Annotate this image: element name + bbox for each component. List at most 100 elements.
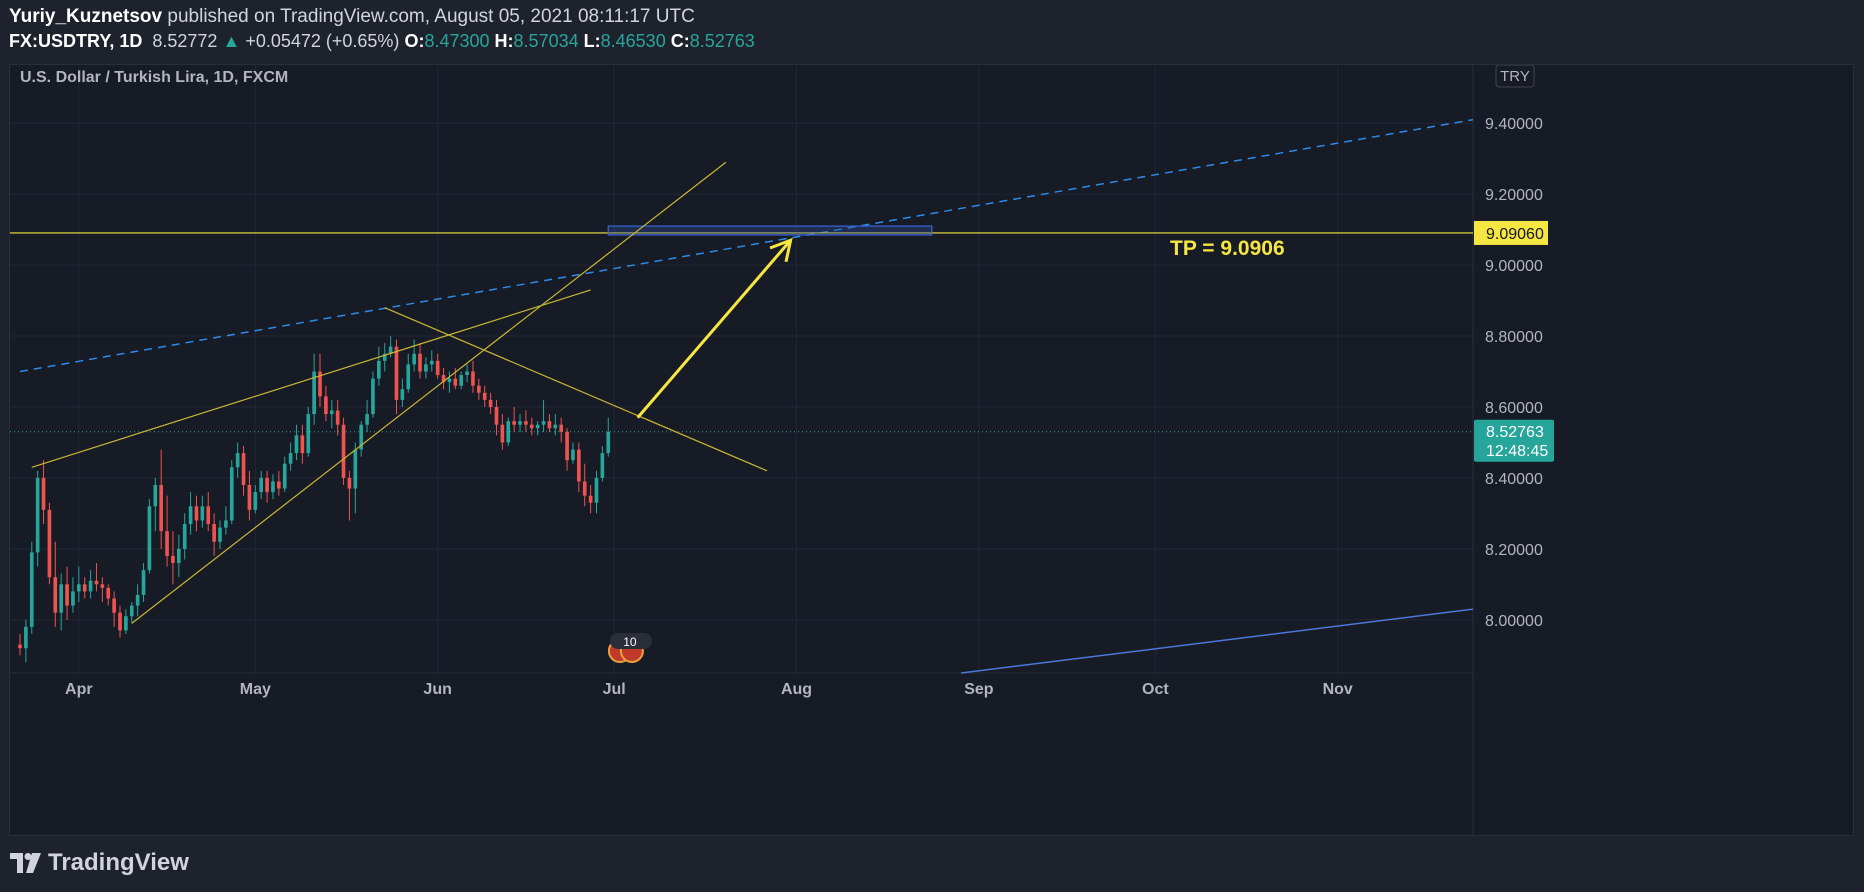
close-value: 8.52763 bbox=[689, 31, 755, 51]
events-count-bg bbox=[609, 633, 652, 649]
x-tick-label: Jun bbox=[423, 681, 451, 698]
candle-body bbox=[282, 463, 287, 489]
candle-body bbox=[577, 449, 581, 482]
high-value: 8.57034 bbox=[513, 31, 579, 51]
x-tick-label: Apr bbox=[65, 681, 93, 698]
candle-body bbox=[94, 580, 99, 585]
candle-body bbox=[606, 431, 611, 454]
y-tick-label: 9.00000 bbox=[1485, 258, 1543, 275]
trendline bbox=[31, 289, 591, 468]
x-tick-label: May bbox=[240, 681, 271, 698]
candle-body bbox=[171, 555, 175, 564]
blue-trendline bbox=[961, 608, 1474, 674]
candle-body bbox=[459, 375, 464, 386]
y-tick-label: 8.00000 bbox=[1485, 613, 1543, 630]
candle-body bbox=[165, 531, 169, 556]
candle-body bbox=[506, 421, 511, 443]
candle-body bbox=[224, 520, 228, 528]
candle-body bbox=[512, 421, 516, 425]
candle-body bbox=[212, 524, 216, 542]
candle-body bbox=[441, 375, 446, 383]
candle-body bbox=[182, 524, 187, 549]
candle-body bbox=[600, 453, 605, 478]
candle-body bbox=[377, 360, 381, 379]
y-tick-label: 8.40000 bbox=[1485, 471, 1543, 488]
candle-body bbox=[412, 353, 416, 365]
labels: TP = 9.0906 U.S. Dollar / Turkish Lira, 1… bbox=[20, 65, 1554, 663]
candle-body bbox=[394, 346, 399, 400]
symbol: FX:USDTRY, 1D bbox=[9, 31, 143, 51]
x-tick-label: Sep bbox=[964, 681, 994, 698]
price-tag-bg bbox=[1474, 419, 1554, 462]
candle-body bbox=[477, 385, 481, 393]
candle-body bbox=[594, 477, 599, 503]
drawings bbox=[10, 161, 1473, 624]
candle-body bbox=[259, 477, 264, 493]
author-name[interactable]: Yuriy_Kuznetsov bbox=[9, 6, 163, 27]
candle-body bbox=[547, 421, 552, 429]
candle-body bbox=[553, 424, 558, 429]
candle-body bbox=[277, 481, 281, 489]
grid-lines bbox=[10, 65, 1473, 673]
y-tick-label: 8.60000 bbox=[1485, 400, 1543, 417]
candle-body bbox=[500, 424, 505, 443]
candle-body bbox=[153, 485, 158, 507]
candle-body bbox=[429, 360, 434, 365]
candle-body bbox=[218, 527, 222, 542]
candle-body bbox=[47, 509, 52, 578]
candle-body bbox=[71, 591, 75, 606]
x-tick-label: Aug bbox=[781, 681, 812, 698]
brand-text: TradingView bbox=[48, 849, 189, 876]
candle-body bbox=[418, 353, 422, 372]
countdown: 12:48:45 bbox=[1486, 443, 1548, 460]
candle-body bbox=[341, 424, 346, 478]
candle-body bbox=[318, 371, 322, 397]
candle-body bbox=[482, 392, 487, 400]
candle-body bbox=[288, 453, 293, 464]
publish-info: Yuriy_Kuznetsov published on TradingView… bbox=[9, 6, 695, 28]
chart-title: U.S. Dollar / Turkish Lira, 1D, FXCM bbox=[20, 69, 288, 86]
publish-text: published on TradingView.com, August 05,… bbox=[167, 6, 695, 27]
candle-body bbox=[159, 485, 164, 532]
change-arrow-icon: ▲ bbox=[222, 31, 241, 51]
candle-body bbox=[112, 598, 116, 613]
candle-body bbox=[488, 399, 493, 407]
candle-body bbox=[388, 346, 393, 354]
candle-body bbox=[294, 435, 299, 454]
candle-body bbox=[453, 378, 458, 386]
candle-body bbox=[59, 584, 64, 613]
candle-body bbox=[41, 477, 46, 510]
blue-lines bbox=[19, 118, 1474, 674]
candle-body bbox=[100, 584, 105, 588]
open-value: 8.47300 bbox=[424, 31, 490, 51]
candle-body bbox=[435, 360, 440, 376]
candle-body bbox=[582, 481, 587, 496]
target-zone bbox=[607, 225, 933, 236]
level-tag: 9.09060 bbox=[1486, 226, 1544, 243]
candle-body bbox=[353, 449, 358, 489]
candle-body bbox=[141, 570, 146, 595]
candle-body bbox=[535, 424, 540, 429]
price-change: +0.05472 (+0.65%) bbox=[245, 31, 400, 51]
candle-body bbox=[53, 577, 58, 613]
axes: 9.40000 9.20000 9.00000 8.80000 8.60000 8.400… bbox=[10, 65, 1543, 837]
candle-body bbox=[306, 414, 311, 454]
chart-frame[interactable]: 9.40000 9.20000 9.00000 8.80000 8.60000 8.400… bbox=[9, 64, 1855, 837]
candle-body bbox=[129, 605, 134, 617]
candles bbox=[18, 336, 611, 663]
candle-body bbox=[371, 378, 375, 415]
last-price: 8.52772 bbox=[152, 31, 218, 51]
candle-body bbox=[424, 364, 428, 372]
candle-body bbox=[24, 626, 28, 649]
currency-badge-bg bbox=[1495, 65, 1535, 88]
candle-body bbox=[82, 584, 87, 592]
chart-canvas[interactable]: 9.40000 9.20000 9.00000 8.80000 8.60000 8.400… bbox=[10, 65, 1855, 837]
candle-body bbox=[235, 453, 240, 468]
candle-body bbox=[265, 477, 269, 493]
y-tick-label: 9.40000 bbox=[1485, 116, 1543, 133]
candle-body bbox=[329, 410, 334, 415]
level-tag-bg bbox=[1474, 220, 1548, 245]
tradingview-logo[interactable]: TradingView bbox=[10, 848, 189, 878]
candle-body bbox=[147, 506, 152, 571]
candle-body bbox=[200, 506, 205, 521]
